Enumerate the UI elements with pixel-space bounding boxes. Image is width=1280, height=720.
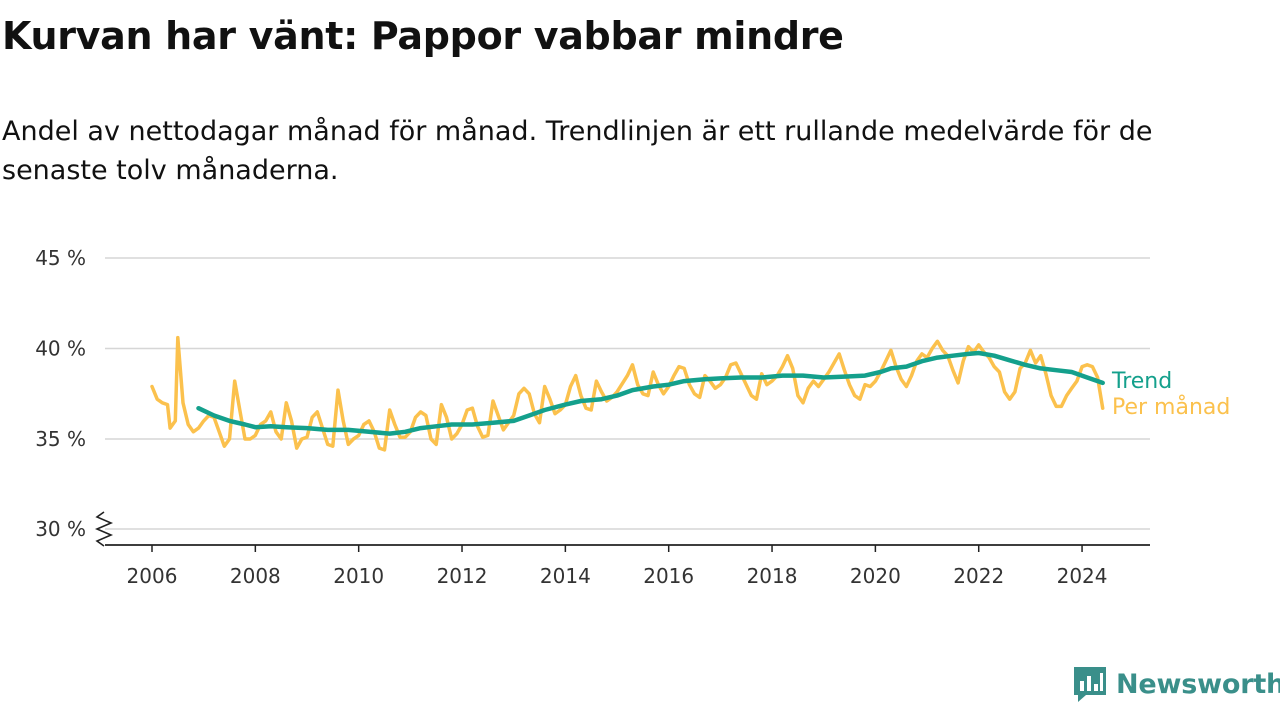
axis-break-icon: [94, 511, 114, 547]
x-tick-label-2014: 2014: [540, 564, 591, 588]
x-tick-label-2010: 2010: [333, 564, 384, 588]
x-tick-label-2018: 2018: [747, 564, 798, 588]
x-tick-label-2020: 2020: [850, 564, 901, 588]
y-axis-tick-labels: 30 % 35 % 40 % 45 %: [35, 246, 86, 541]
y-tick-label-45: 45 %: [35, 246, 86, 270]
x-tick-label-2012: 2012: [437, 564, 488, 588]
line-chart: 30 % 35 % 40 % 45 % 2006 2008 2010 2012 2014 201…: [35, 246, 1230, 588]
chart-subtitle: Andel av nettodagar månad för månad. Tre…: [2, 116, 1153, 186]
x-tick-label-2022: 2022: [953, 564, 1004, 588]
logo-text: Newsworthy: [1116, 668, 1280, 700]
series-label-trend: Trend: [1111, 369, 1172, 394]
x-axis: 2006 2008 2010 2012 2014 2016 2018 2020 2022 2024: [94, 511, 1150, 588]
series-lines: [150, 335, 1105, 452]
x-tick-label-2016: 2016: [643, 564, 694, 588]
chart-title: Kurvan har vänt: Pappor vabbar mindre: [2, 14, 844, 58]
y-tick-label-40: 40 %: [35, 337, 86, 361]
bar-chart-speech-bubble-icon: [1074, 667, 1106, 702]
x-tick-label-2024: 2024: [1057, 564, 1108, 588]
newsworthy-logo: Newsworthy: [1072, 664, 1280, 704]
series-label-per-manad: Per månad: [1112, 394, 1230, 420]
y-tick-label-30: 30 %: [35, 517, 86, 541]
series-line-trend: [196, 350, 1105, 436]
y-tick-label-35: 35 %: [35, 427, 86, 451]
x-tick-label-2008: 2008: [230, 564, 281, 588]
x-tick-label-2006: 2006: [127, 564, 178, 588]
series-line-per-manad: [150, 335, 1105, 452]
